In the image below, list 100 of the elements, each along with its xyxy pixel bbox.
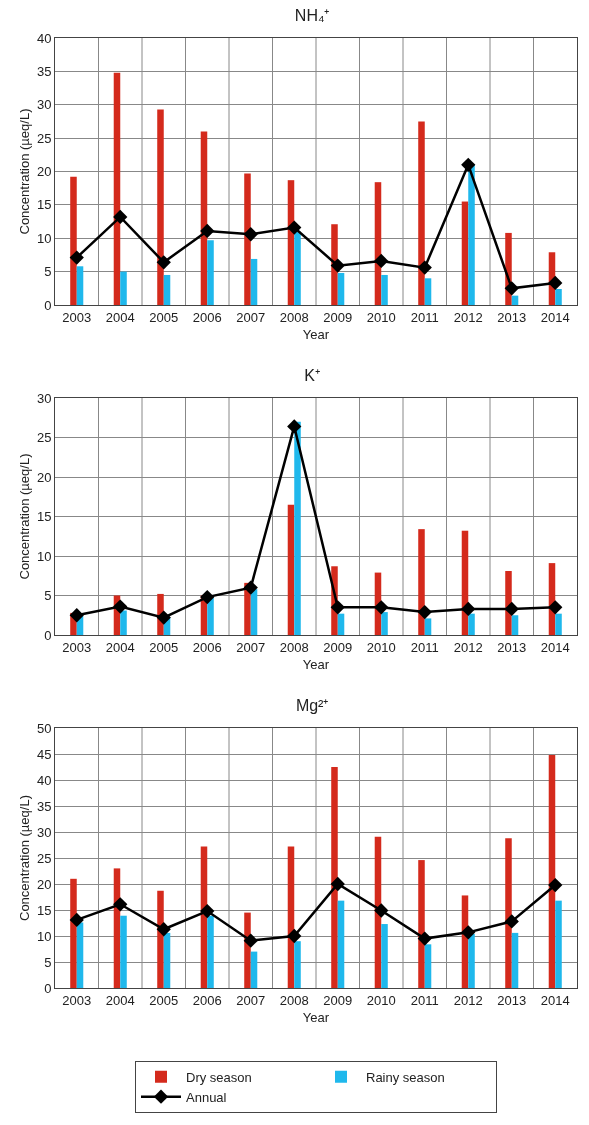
point [374, 600, 389, 615]
y-tick-label: 25 [36, 430, 52, 446]
x-tick-label: 2004 [105, 992, 135, 1008]
bar [163, 932, 171, 988]
y-tick-label: 15 [36, 902, 52, 918]
point [200, 903, 215, 919]
y-tick-label: 5 [44, 264, 52, 280]
bar [555, 613, 562, 635]
point [69, 608, 84, 623]
point [243, 933, 258, 948]
bar [70, 176, 77, 305]
point [504, 601, 519, 617]
x-tick-label: 2012 [453, 309, 483, 325]
chart-title: NH₄⁺ [294, 7, 330, 25]
bar [244, 173, 251, 305]
x-tick-label: 2005 [149, 639, 179, 655]
y-tick-label: 0 [44, 980, 52, 996]
bar [76, 922, 84, 988]
bar [555, 288, 562, 305]
bar [294, 421, 301, 635]
x-tick-label: 2011 [410, 992, 439, 1008]
point [113, 209, 128, 225]
x-tick-label: 2003 [62, 639, 92, 655]
point [548, 877, 563, 893]
bar [505, 838, 512, 988]
point [504, 914, 519, 929]
legend-label: Dry season [186, 1069, 252, 1085]
x-tick-label: 2011 [410, 639, 439, 655]
y-tick-label: 20 [36, 469, 52, 485]
y-axis-title: Concentration (µeq/L) [16, 794, 32, 922]
point [461, 601, 476, 617]
bar [287, 504, 295, 635]
x-tick-label: 2007 [236, 639, 266, 655]
y-tick-label: 40 [36, 30, 52, 46]
point [200, 223, 215, 239]
y-tick-label: 0 [44, 297, 52, 313]
y-tick-label: 20 [36, 876, 52, 892]
point [417, 260, 432, 275]
bar [555, 900, 562, 988]
point [374, 253, 389, 269]
bar [207, 915, 214, 988]
bar [120, 271, 127, 305]
x-tick-label: 2007 [236, 309, 266, 325]
point [330, 876, 345, 892]
y-tick-label: 45 [36, 746, 52, 762]
y-tick-label: 35 [36, 63, 52, 79]
x-tick-label: 2004 [105, 639, 135, 655]
y-tick-label: 5 [44, 954, 52, 970]
bar [157, 109, 164, 305]
x-axis-title: Year [302, 1010, 330, 1026]
bar [120, 915, 127, 988]
y-tick-label: 15 [36, 197, 52, 213]
y-tick-label: 10 [36, 230, 52, 246]
chart-title: Mg²⁺ [295, 697, 329, 715]
x-axis-title: Year [302, 327, 330, 343]
x-tick-label: 2010 [366, 309, 396, 325]
bar [157, 890, 164, 988]
y-tick-label: 30 [36, 824, 52, 840]
point [69, 912, 84, 928]
x-tick-label: 2006 [192, 992, 222, 1008]
y-tick-label: 0 [44, 627, 52, 643]
bar [337, 613, 345, 635]
x-tick-label: 2006 [192, 639, 222, 655]
x-axis-title: Year [302, 657, 330, 673]
bar [76, 266, 84, 305]
x-tick-label: 2008 [279, 639, 309, 655]
x-tick-label: 2009 [323, 309, 353, 325]
bar [381, 612, 388, 635]
x-tick-label: 2010 [366, 639, 396, 655]
bar [424, 618, 432, 635]
bar [70, 878, 77, 988]
point [113, 897, 128, 912]
bar [337, 272, 345, 305]
bar [468, 613, 475, 635]
bar [120, 610, 127, 635]
point [200, 589, 215, 605]
bar [294, 231, 301, 305]
x-tick-label: 2003 [62, 309, 92, 325]
x-tick-label: 2010 [366, 992, 396, 1008]
x-tick-label: 2014 [540, 309, 570, 325]
point [330, 258, 345, 273]
bar [418, 529, 425, 635]
x-tick-label: 2006 [192, 309, 222, 325]
point [113, 599, 128, 614]
point [504, 281, 519, 296]
point [548, 275, 563, 291]
x-tick-label: 2013 [497, 639, 527, 655]
y-tick-label: 40 [36, 772, 52, 788]
x-tick-label: 2005 [149, 992, 179, 1008]
x-tick-label: 2011 [410, 309, 439, 325]
point [69, 250, 84, 265]
bar [511, 615, 519, 635]
y-tick-label: 25 [36, 130, 52, 146]
y-tick-label: 35 [36, 798, 52, 814]
bar [381, 924, 388, 988]
bar [250, 951, 258, 988]
y-tick-label: 50 [36, 720, 52, 736]
bar [381, 274, 388, 305]
bar [294, 941, 301, 988]
point [287, 928, 302, 944]
